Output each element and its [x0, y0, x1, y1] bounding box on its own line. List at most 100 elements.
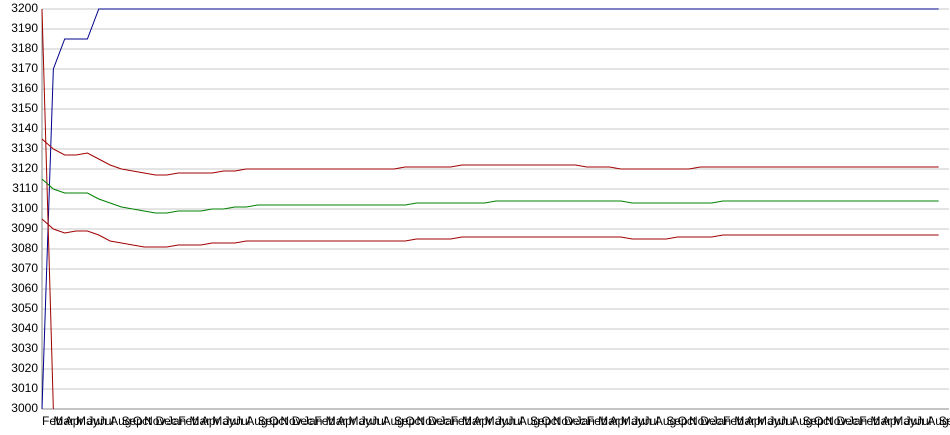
x-tick-label: Jun [224, 414, 243, 428]
x-tick-label: Jan [712, 414, 731, 428]
x-tick-label: Feb [723, 414, 744, 428]
y-tick-label: 3020 [11, 361, 38, 375]
x-tick-label: Apr [610, 414, 629, 428]
y-tick-label: 3180 [11, 41, 38, 55]
series-line [41, 138, 939, 176]
x-tick-label: Feb [859, 414, 880, 428]
x-tick-label: Oct [541, 414, 560, 428]
x-tick-label: Jul [916, 414, 931, 428]
x-tick-label: Aug [655, 414, 676, 428]
x-tick-label: Jun [632, 414, 651, 428]
y-tick-label: 3030 [11, 341, 38, 355]
x-tick-label: Jan [439, 414, 458, 428]
x-tick-label: Jun [360, 414, 379, 428]
x-tick-label: Apr [201, 414, 220, 428]
x-tick-label: May [893, 414, 916, 428]
x-tick-label: Mar [53, 414, 74, 428]
x-tick-label: Aug [927, 414, 948, 428]
x-tick-label: Jul [371, 414, 386, 428]
x-tick-label: Nov [417, 414, 438, 428]
x-tick-label: Dec [156, 414, 177, 428]
x-tick-label: Oct [405, 414, 424, 428]
x-tick-label: Jul [780, 414, 795, 428]
x-tick-label: Oct [814, 414, 833, 428]
y-tick-label: 3170 [11, 61, 38, 75]
x-tick-label: Oct [133, 414, 152, 428]
x-tick-label: Jun [905, 414, 924, 428]
x-tick-label: Jul [235, 414, 250, 428]
x-tick-label: Jul [99, 414, 114, 428]
y-tick-label: 3140 [11, 121, 38, 135]
x-tick-label: Dec [292, 414, 313, 428]
x-tick-label: Nov [825, 414, 846, 428]
y-tick-label: 3120 [11, 161, 38, 175]
y-tick-label: 3160 [11, 81, 38, 95]
x-tick-label: Sep [394, 414, 416, 428]
x-tick-label: Jan [848, 414, 867, 428]
x-tick-label: Mar [598, 414, 619, 428]
x-tick-label: Feb [42, 414, 63, 428]
x-tick-label: Nov [144, 414, 165, 428]
x-tick-label: Jan [303, 414, 322, 428]
y-tick-label: 3050 [11, 301, 38, 315]
x-tick-label: Feb [178, 414, 199, 428]
x-tick-label: Aug [110, 414, 131, 428]
x-tick-label: Aug [383, 414, 404, 428]
x-tick-label: Nov [553, 414, 574, 428]
x-tick-label: Jul [644, 414, 659, 428]
x-tick-label: Jun [768, 414, 787, 428]
x-tick-label: Apr [337, 414, 356, 428]
x-tick-label: Oct [269, 414, 288, 428]
x-tick-label: Sep [258, 414, 280, 428]
x-tick-label: Mar [871, 414, 892, 428]
x-tick-label: Jan [167, 414, 186, 428]
y-tick-label: 3110 [12, 181, 38, 195]
x-tick-label: May [485, 414, 508, 428]
x-tick-label: May [621, 414, 644, 428]
y-tick-label: 3080 [11, 241, 38, 255]
x-tick-label: Sep [666, 414, 688, 428]
x-tick-label: May [757, 414, 780, 428]
y-tick-label: 3190 [11, 21, 38, 35]
x-tick-label: Mar [734, 414, 755, 428]
x-tick-label: Dec [428, 414, 449, 428]
x-tick-label: Apr [746, 414, 765, 428]
x-tick-label: Aug [519, 414, 540, 428]
x-tick-label: May [348, 414, 371, 428]
x-tick-label: Aug [246, 414, 267, 428]
x-tick-label: Feb [314, 414, 335, 428]
y-tick-label: 3060 [11, 281, 38, 295]
x-tick-label: Mar [326, 414, 347, 428]
y-tick-label: 3000 [11, 401, 38, 415]
x-tick-label: Sep [802, 414, 824, 428]
x-tick-label: Dec [837, 414, 858, 428]
series-line [41, 8, 54, 410]
y-tick-label: 3200 [11, 1, 38, 15]
x-tick-label: Apr [65, 414, 84, 428]
x-tick-label: Mar [190, 414, 211, 428]
x-tick-label: May [76, 414, 99, 428]
x-tick-label: Feb [587, 414, 608, 428]
x-tick-label: Jun [496, 414, 515, 428]
y-tick-label: 3130 [11, 141, 38, 155]
x-tick-label: Sep [939, 414, 950, 428]
series-line [41, 218, 939, 248]
x-tick-label: Nov [280, 414, 301, 428]
y-tick-label: 3100 [11, 201, 38, 215]
x-tick-label: Jul [507, 414, 522, 428]
series-line [41, 8, 939, 410]
x-tick-label: Jun [87, 414, 106, 428]
x-tick-label: Dec [700, 414, 721, 428]
series-line [41, 178, 939, 214]
x-tick-label: Jan [575, 414, 594, 428]
y-tick-label: 3150 [11, 101, 38, 115]
x-tick-label: Nov [689, 414, 710, 428]
x-tick-label: Dec [564, 414, 585, 428]
y-tick-label: 3040 [11, 321, 38, 335]
x-tick-label: Aug [791, 414, 812, 428]
y-tick-label: 3090 [11, 221, 38, 235]
x-tick-label: Mar [462, 414, 483, 428]
x-tick-label: Sep [530, 414, 552, 428]
y-tick-label: 3010 [11, 381, 38, 395]
